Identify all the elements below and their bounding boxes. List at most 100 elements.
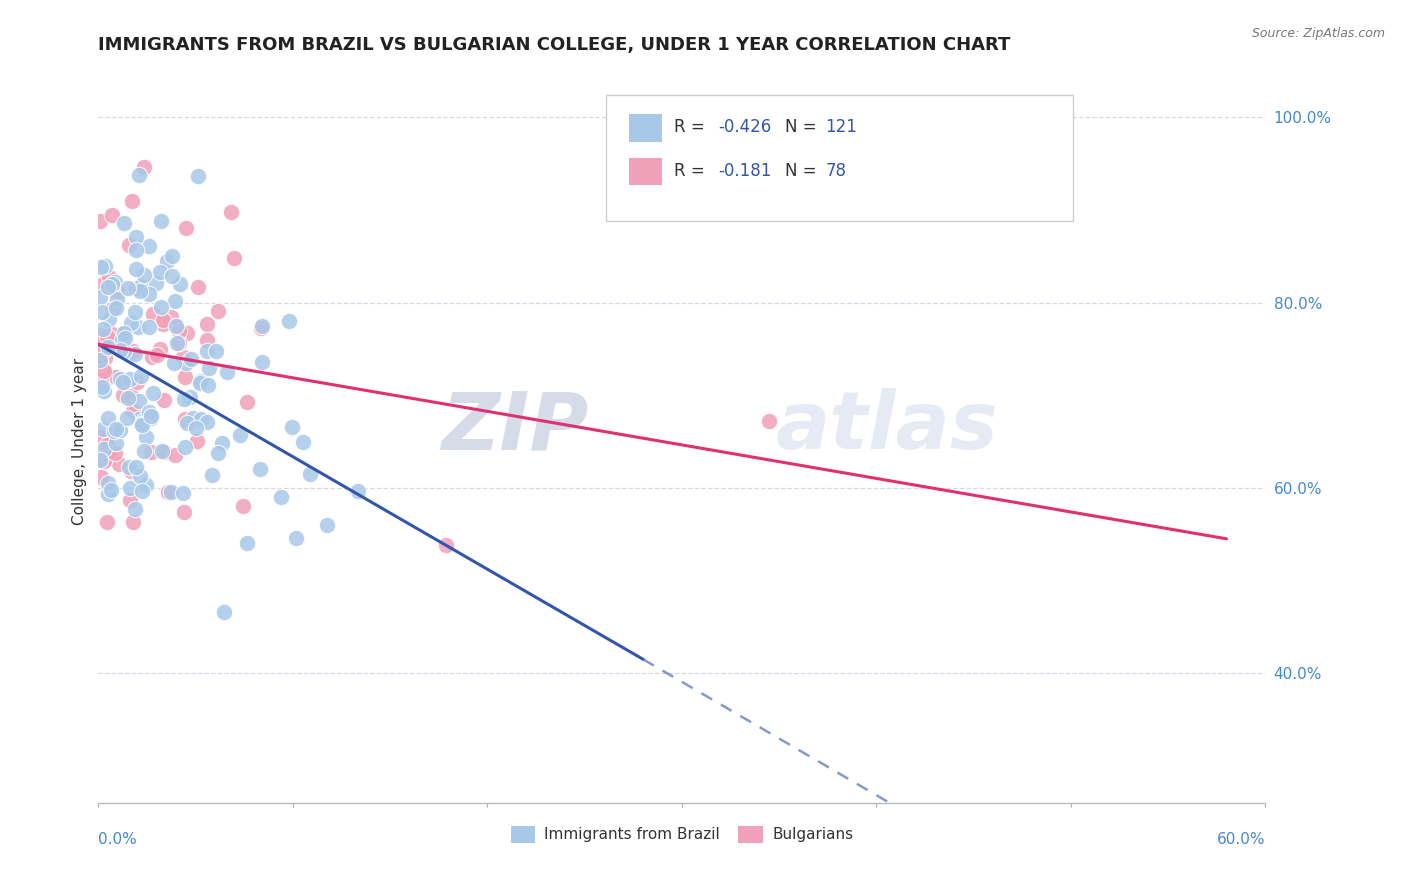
Point [114, 331, 136, 345]
Point [104, 422, 127, 436]
Point [90, 260, 112, 274]
Point [173, 505, 195, 519]
Point [93, 384, 115, 399]
Point [125, 376, 148, 390]
Point [122, 343, 145, 358]
Text: N =: N = [785, 119, 821, 136]
Point [98, 269, 121, 284]
Point [96, 516, 118, 530]
Point [207, 303, 229, 318]
Point [142, 307, 165, 321]
Point [90, 430, 112, 444]
Point [152, 313, 174, 327]
Point [97, 279, 120, 293]
Point [93, 442, 115, 456]
Point [150, 443, 173, 458]
Text: Source: ZipAtlas.com: Source: ZipAtlas.com [1251, 27, 1385, 40]
Point [236, 394, 259, 409]
Point [118, 459, 141, 474]
Point [138, 405, 160, 419]
Point [124, 502, 146, 516]
Point [129, 285, 152, 299]
Point [299, 467, 322, 482]
Point [187, 169, 209, 183]
Point [211, 435, 233, 450]
Point [141, 386, 163, 401]
Point [108, 458, 131, 472]
Point [250, 320, 273, 334]
Point [120, 316, 142, 330]
Point [89, 453, 111, 467]
Point [89, 356, 111, 370]
Point [97, 411, 120, 425]
Point [138, 319, 160, 334]
Point [121, 194, 143, 208]
Text: 121: 121 [825, 119, 858, 136]
Point [104, 446, 127, 460]
Text: R =: R = [673, 119, 710, 136]
Point [221, 205, 243, 219]
Point [176, 326, 198, 340]
Point [249, 462, 271, 476]
Point [89, 353, 111, 368]
Point [138, 239, 160, 253]
Point [96, 328, 118, 343]
Point [232, 500, 254, 514]
Point [124, 347, 146, 361]
Point [98, 449, 121, 463]
Point [204, 343, 226, 358]
Point [284, 531, 307, 545]
Point [115, 411, 138, 425]
Point [152, 317, 174, 331]
Point [112, 343, 135, 358]
Point [98, 369, 121, 384]
Point [149, 214, 172, 228]
Point [347, 484, 370, 499]
Point [149, 342, 172, 356]
Point [174, 440, 197, 454]
Point [153, 445, 176, 459]
Point [181, 411, 204, 425]
Point [104, 275, 127, 289]
Point [195, 343, 218, 358]
Point [315, 518, 337, 533]
Point [97, 340, 120, 354]
Point [215, 365, 238, 379]
Point [138, 287, 160, 301]
Point [93, 364, 115, 378]
Point [145, 277, 167, 291]
Point [110, 372, 132, 386]
Point [129, 417, 152, 432]
Point [100, 208, 122, 222]
Point [148, 265, 170, 279]
Point [172, 351, 194, 365]
Point [172, 486, 194, 500]
Point [195, 317, 218, 331]
Point [96, 430, 118, 444]
Point [97, 487, 120, 501]
Text: 60.0%: 60.0% [1218, 831, 1265, 847]
Point [121, 516, 143, 530]
Point [291, 435, 314, 450]
Point [96, 438, 118, 452]
Point [201, 467, 224, 482]
Point [131, 414, 153, 428]
Point [163, 448, 186, 462]
Point [93, 334, 115, 348]
Point [91, 322, 114, 336]
Point [270, 490, 292, 504]
Point [93, 343, 115, 357]
Point [160, 268, 183, 283]
FancyBboxPatch shape [630, 114, 662, 142]
Point [758, 414, 780, 428]
Point [91, 362, 114, 376]
Point [125, 244, 148, 258]
Point [129, 469, 152, 483]
Point [434, 538, 457, 552]
Point [105, 301, 128, 315]
Text: ZIP: ZIP [441, 388, 589, 467]
Point [186, 434, 208, 448]
Point [236, 536, 259, 550]
Point [163, 356, 186, 370]
Point [132, 268, 155, 283]
